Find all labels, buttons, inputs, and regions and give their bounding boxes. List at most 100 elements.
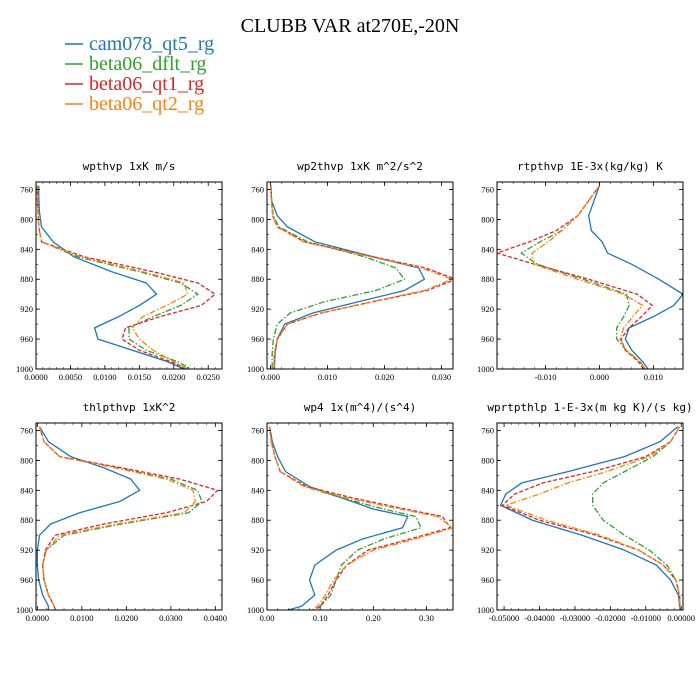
plot-frame <box>35 422 223 611</box>
series-line-beta06_qt2_rg <box>531 185 646 369</box>
x-tick-label: 0.000 <box>590 372 609 382</box>
y-tick-label: 920 <box>251 304 264 314</box>
panel-title: wp2thvp 1xK m^2/s^2 <box>297 160 423 173</box>
x-tick-label: -0.03000 <box>560 613 590 623</box>
panel: wp2thvp 1xK m^2/s^2 760 800 840 880 920 960 100… <box>247 160 454 382</box>
series-group <box>499 426 681 610</box>
plot-frame <box>496 422 684 611</box>
x-tick-label: -0.01000 <box>631 613 661 623</box>
y-tick-label: 960 <box>481 575 494 585</box>
y-tick-label: 800 <box>20 214 33 224</box>
y-tick-label: 840 <box>20 244 33 254</box>
y-tick-label: 920 <box>20 545 33 555</box>
series-line-cam078_qt5_rg <box>269 426 409 610</box>
y-tick-label: 880 <box>251 515 264 525</box>
legend-label: beta06_qt2_rg <box>89 93 204 115</box>
y-tick-label: 840 <box>251 485 264 495</box>
panel-title: wprtpthlp 1-E-3x(m kg K)/(s kg) <box>487 401 692 414</box>
y-tick-label: 1000 <box>16 364 33 374</box>
x-tick-label: 0.000 <box>261 372 280 382</box>
x-tick-label: 0.00000 <box>667 613 695 623</box>
y-tick-label: 1000 <box>16 605 33 615</box>
x-tick-label: 0.0100 <box>70 613 93 623</box>
y-tick-label: 760 <box>20 425 33 435</box>
panel-title: wp4 1x(m^4)/(s^4) <box>304 401 417 414</box>
y-tick-label: 960 <box>481 334 494 344</box>
y-tick-label: 1000 <box>247 364 264 374</box>
series-line-beta06_qt1_rg <box>36 185 216 369</box>
x-tick-label: 0.10 <box>313 613 328 623</box>
y-tick-label: 1000 <box>477 605 494 615</box>
panel: rtpthvp 1E-3x(kg/kg) K 760 800 840 880 920 960… <box>477 160 684 382</box>
panel-title: thlpthvp 1xK^2 <box>83 401 176 414</box>
series-group <box>270 185 453 369</box>
series-line-beta06_dflt_rg <box>269 426 422 610</box>
y-tick-label: 960 <box>251 575 264 585</box>
x-tick-label: -0.04000 <box>524 613 554 623</box>
y-tick-label: 760 <box>481 184 494 194</box>
y-tick-label: 800 <box>481 455 494 465</box>
y-tick-label: 880 <box>481 274 494 284</box>
y-tick-label: 840 <box>251 244 264 254</box>
series-line-beta06_dflt_rg <box>592 426 681 610</box>
y-tick-label: 920 <box>481 545 494 555</box>
x-tick-label: 0.010 <box>644 372 663 382</box>
series-line-beta06_qt1_rg <box>501 426 681 610</box>
panel-title: rtpthvp 1E-3x(kg/kg) K <box>517 160 663 173</box>
series-line-beta06_qt2_rg <box>38 426 196 610</box>
y-tick-label: 920 <box>481 304 494 314</box>
x-tick-label: 0.020 <box>375 372 394 382</box>
series-group <box>497 185 683 369</box>
y-tick-label: 880 <box>20 274 33 284</box>
x-tick-label: 0.30 <box>419 613 434 623</box>
x-tick-label: 0.0000 <box>26 613 49 623</box>
figure-title: CLUBB VAR at270E,-20N <box>241 15 460 37</box>
series-line-beta06_qt2_rg <box>36 185 189 369</box>
plot-frame <box>266 181 454 370</box>
panel: thlpthvp 1xK^2 760 800 840 880 920 960 10000.00… <box>16 401 227 623</box>
series-line-cam078_qt5_rg <box>270 185 426 369</box>
x-tick-label: 0.0200 <box>162 372 185 382</box>
y-tick-label: 800 <box>251 214 264 224</box>
y-tick-label: 800 <box>481 214 494 224</box>
x-tick-label: 0.0300 <box>159 613 182 623</box>
series-line-cam078_qt5_rg <box>36 426 141 610</box>
y-tick-label: 920 <box>20 304 33 314</box>
y-tick-label: 1000 <box>477 364 494 374</box>
panel: wprtpthlp 1-E-3x(m kg K)/(s kg) 760 800 840… <box>477 401 695 623</box>
x-tick-label: 0.0100 <box>93 372 116 382</box>
series-line-beta06_qt1_rg <box>269 426 451 610</box>
panels: wpthvp 1xK m/s76080084088092096010000.00… <box>16 160 695 623</box>
x-tick-label: -0.02000 <box>595 613 625 623</box>
legend-label: cam078_qt5_rg <box>89 33 214 55</box>
panel: wpthvp 1xK m/s76080084088092096010000.00… <box>16 160 223 382</box>
series-line-beta06_qt2_rg <box>269 426 453 610</box>
y-tick-label: 760 <box>481 425 494 435</box>
y-tick-label: 960 <box>251 334 264 344</box>
legend-label: beta06_dflt_rg <box>89 53 206 75</box>
y-tick-label: 840 <box>481 244 494 254</box>
x-tick-label: 0.0400 <box>204 613 227 623</box>
y-tick-label: 880 <box>20 515 33 525</box>
panel-title: wpthvp 1xK m/s <box>83 160 176 173</box>
series-line-cam078_qt5_rg <box>588 185 683 369</box>
y-tick-label: 760 <box>20 184 33 194</box>
x-tick-label: 0.0150 <box>128 372 151 382</box>
series-group <box>269 426 453 610</box>
x-tick-label: 0.00 <box>260 613 275 623</box>
series-line-beta06_qt1_rg <box>38 426 219 610</box>
x-tick-label: 0.0200 <box>115 613 138 623</box>
x-tick-label: -0.05000 <box>489 613 519 623</box>
x-tick-label: 0.030 <box>432 372 451 382</box>
series-line-beta06_dflt_rg <box>270 185 406 369</box>
y-tick-label: 960 <box>20 334 33 344</box>
series-line-cam078_qt5_rg <box>38 185 185 369</box>
y-tick-label: 920 <box>251 545 264 555</box>
y-tick-label: 760 <box>251 184 264 194</box>
y-tick-label: 760 <box>251 425 264 435</box>
y-tick-label: 840 <box>481 485 494 495</box>
y-tick-label: 800 <box>251 455 264 465</box>
y-tick-label: 1000 <box>247 605 264 615</box>
series-line-cam078_qt5_rg <box>499 426 681 610</box>
